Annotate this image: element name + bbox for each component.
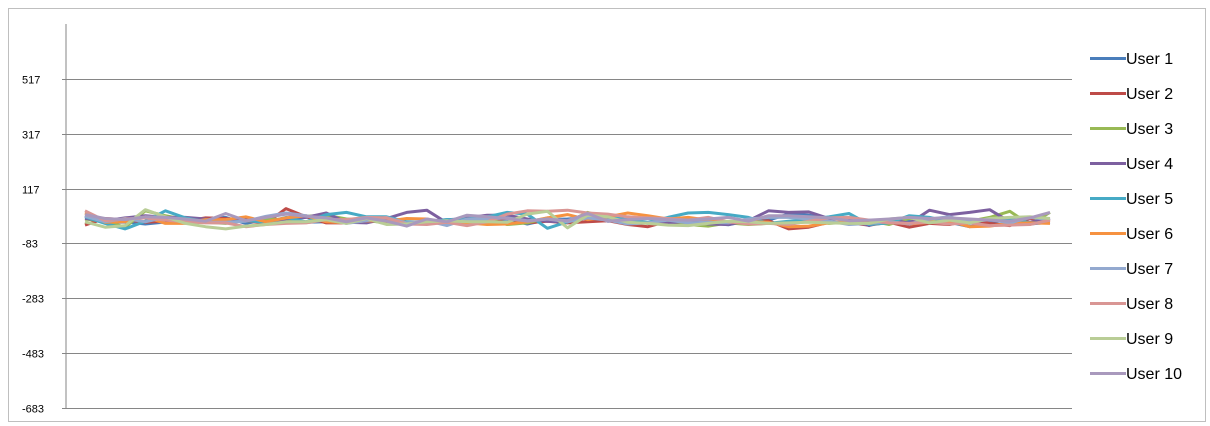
legend-label: User 5	[1126, 191, 1173, 208]
legend: User 1 User 2 User 3 User 4 User 5 User 6 User…	[1090, 51, 1182, 383]
legend-label: User 7	[1126, 261, 1173, 278]
legend-label: User 8	[1126, 296, 1173, 313]
gridlines	[62, 79, 1072, 409]
y-tick-label: -283	[22, 294, 44, 306]
legend-label: User 4	[1126, 156, 1173, 173]
y-tick-label: -683	[22, 404, 44, 416]
y-axis: -683 -483 -283 -83 117 317 517	[22, 24, 67, 416]
legend-label: User 3	[1126, 121, 1173, 138]
y-tick-label: 117	[22, 185, 40, 197]
legend-label: User 1	[1126, 51, 1173, 68]
legend-label: User 6	[1126, 226, 1173, 243]
legend-label: User 10	[1126, 366, 1182, 383]
y-tick-label: 517	[22, 75, 40, 87]
legend-label: User 9	[1126, 331, 1173, 348]
y-tick-label: -483	[22, 349, 44, 361]
y-tick-label: 317	[22, 130, 40, 142]
legend-label: User 2	[1126, 86, 1173, 103]
series-line-user-10	[84, 210, 1051, 228]
series-lines	[84, 207, 1051, 231]
y-tick-label: -83	[22, 239, 38, 251]
